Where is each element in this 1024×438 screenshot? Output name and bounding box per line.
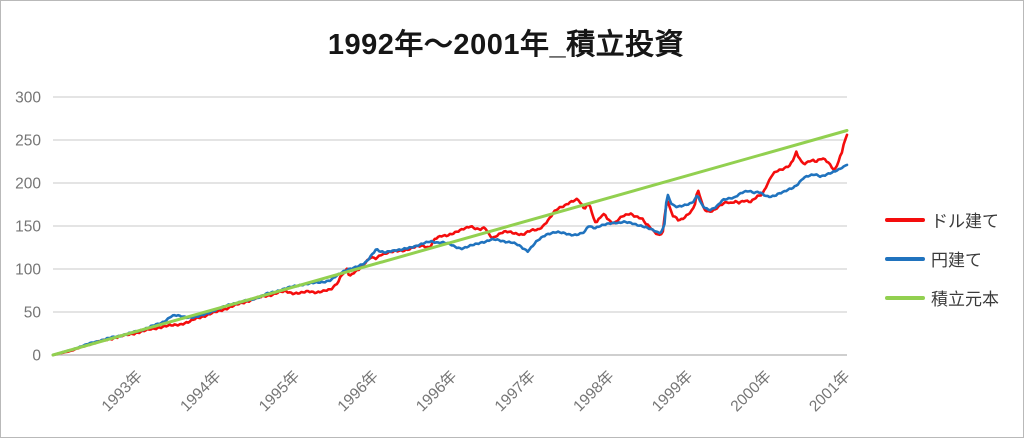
legend-label-dollar: ドル建て [931, 212, 999, 231]
y-axis-tick-label: 0 [32, 348, 41, 365]
x-axis-tick-label: 1996年 [412, 367, 460, 415]
legend-label-yen: 円建て [931, 251, 982, 270]
x-axis-tick-label: 1999年 [648, 367, 696, 415]
y-axis-tick-label: 50 [24, 305, 42, 322]
x-axis-tick-label: 1995年 [255, 367, 303, 415]
series-path-principal [51, 129, 849, 357]
legend: ドル建て 円建て 積立元本 [885, 207, 999, 310]
legend-swatch-dollar [885, 217, 925, 222]
x-axis-tick-label: 2001年 [805, 367, 853, 415]
y-axis-tick-label: 300 [15, 90, 41, 107]
legend-swatch-yen [885, 256, 925, 261]
legend-label-principal: 積立元本 [931, 290, 999, 309]
legend-item-dollar: ドル建て [885, 207, 999, 232]
x-axis-tick-label: 1997年 [491, 367, 539, 415]
legend-item-yen: 円建て [885, 246, 999, 271]
y-axis-tick-label: 200 [15, 176, 41, 193]
legend-item-principal: 積立元本 [885, 285, 999, 310]
x-axis-tick-label: 1998年 [570, 367, 618, 415]
x-axis-tick-label: 1993年 [98, 367, 146, 415]
x-axis-tick-label: 1996年 [334, 367, 382, 415]
series-path-dollar [51, 133, 849, 357]
x-axis-tick-label: 1994年 [177, 367, 225, 415]
chart-title: 1992年～2001年_積立投資 [327, 29, 685, 61]
y-axis-tick-label: 100 [15, 262, 41, 279]
y-axis-tick-label: 250 [15, 133, 41, 150]
y-axis-tick-label: 150 [15, 219, 41, 236]
x-axis-tick-label: 2000年 [727, 367, 775, 415]
legend-swatch-principal [885, 295, 925, 300]
